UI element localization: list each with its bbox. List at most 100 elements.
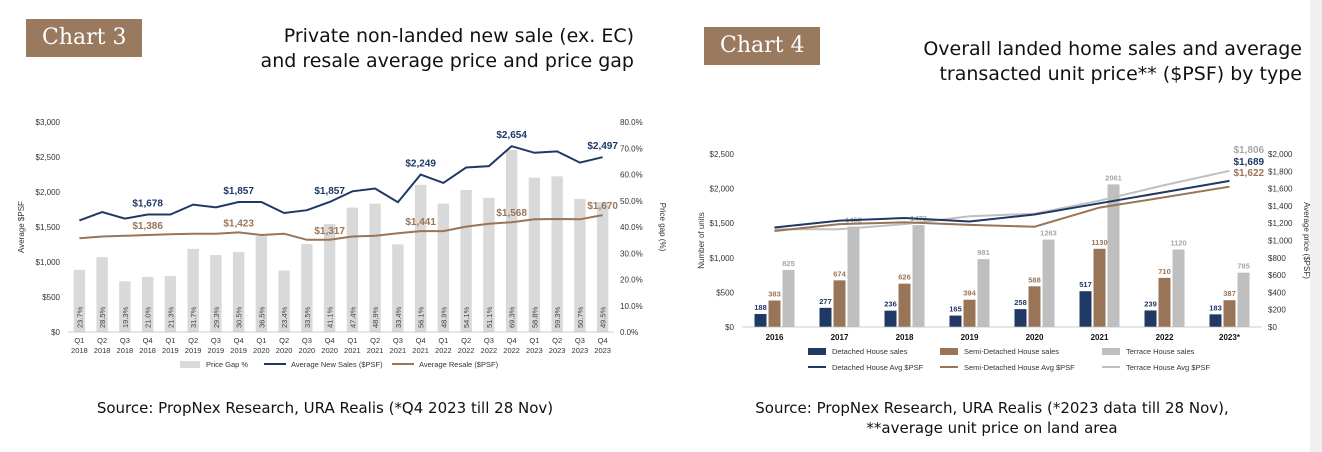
y2-tick-label: 40.0%: [620, 223, 643, 232]
x-tick-label-quarter: Q3: [484, 336, 494, 345]
x-tick-label: 2021: [1091, 333, 1109, 342]
chart-4-source-line-1: Source: PropNex Research, URA Realis (*2…: [755, 399, 1229, 417]
detached-sales-label: 165: [949, 305, 962, 314]
terrace-sales-bar: [1042, 239, 1055, 327]
x-tick-label-year: 2018: [94, 346, 111, 355]
price-gap-label: 28.5%: [98, 306, 107, 328]
price-gap-label: 56.1%: [417, 306, 426, 328]
x-tick-label-year: 2020: [321, 346, 338, 355]
price-gap-bar: [483, 197, 495, 332]
x-tick-label-year: 2023: [549, 346, 566, 355]
chart-4-title-line-1: Overall landed home sales and average: [923, 38, 1302, 60]
semi-detached-sales-label: 588: [1028, 275, 1041, 284]
x-tick-label-year: 2023: [572, 346, 589, 355]
chart-3-title-line-1: Private non-landed new sale (ex. EC): [283, 25, 634, 47]
chart-4-badge: Chart 4: [704, 27, 821, 65]
semi-detached-sales-label: 626: [898, 273, 911, 282]
x-tick-label-quarter: Q1: [74, 336, 84, 345]
y2-tick-label: $800: [1268, 254, 1286, 263]
detached-sales-bar: [1014, 309, 1027, 327]
x-tick-label-year: 2022: [435, 346, 452, 355]
y2-tick-label: 70.0%: [620, 144, 643, 153]
price-gap-bar: [414, 184, 427, 332]
y2-tick-label: $1,000: [1268, 237, 1293, 246]
y-axis-label: Average $PSF: [17, 201, 26, 253]
y2-tick-label: 50.0%: [620, 197, 643, 206]
x-tick-label-year: 2021: [390, 346, 407, 355]
price-gap-bar: [596, 202, 609, 332]
y2-axis-label: Average price ($PSF): [1302, 202, 1311, 279]
y2-tick-label: 60.0%: [620, 171, 643, 180]
detached-sales-label: 188: [754, 303, 767, 312]
y-tick-label: $2,500: [36, 153, 61, 162]
x-tick-label-quarter: Q4: [234, 336, 244, 345]
price-gap-label: 54.1%: [462, 306, 471, 328]
terrace-sales-label: 1120: [1170, 238, 1186, 247]
y-tick-label: $0: [725, 323, 734, 332]
price-gap-bar: [255, 236, 268, 332]
legend-detached-sales-swatch: [808, 348, 826, 355]
y-tick-label: $2,000: [710, 185, 735, 194]
price-gap-bar: [346, 207, 359, 332]
price-gap-bar: [187, 248, 199, 332]
detached-sales-bar: [884, 310, 897, 327]
detached-sales-bar: [754, 313, 767, 327]
chart-3-panel: Chart 3 Private non-landed new sale (ex.…: [0, 0, 667, 452]
semi-detached-sales-label: 394: [963, 289, 976, 298]
price-gap-label: 50.7%: [576, 306, 585, 328]
price-gap-bar: [301, 244, 313, 332]
semi-detached-sales-label: 383: [768, 289, 781, 298]
y-tick-label: $2,000: [36, 188, 61, 197]
price-gap-label: 69.3%: [508, 306, 517, 328]
terrace-sales-bar: [782, 269, 795, 327]
y2-tick-label: 30.0%: [620, 249, 643, 258]
chart-3-source-text: Source: PropNex Research, URA Realis (*Q…: [96, 399, 554, 417]
semi-detached-sales-bar: [1028, 286, 1041, 327]
x-tick-label-year: 2022: [503, 346, 520, 355]
new-sales-value-label: $1,857: [314, 186, 345, 197]
y-tick-label: $1,500: [36, 223, 61, 232]
x-tick-label-quarter: Q3: [120, 336, 130, 345]
legend-terrace-sales-label: Terrace House sales: [1126, 347, 1195, 356]
x-tick-label-quarter: Q3: [575, 336, 585, 345]
price-gap-label: 33.5%: [303, 306, 312, 328]
price-gap-bar: [210, 255, 222, 332]
x-tick-label-quarter: Q1: [256, 336, 266, 345]
x-tick-label-year: 2018: [139, 346, 156, 355]
x-tick-label-year: 2019: [162, 346, 179, 355]
x-tick-label-quarter: Q1: [347, 336, 357, 345]
legend-semi-detached-sales-label: Semi-Detached House sales: [964, 347, 1059, 356]
price-gap-label: 21.0%: [144, 306, 153, 328]
price-gap-label: 49.5%: [599, 306, 608, 328]
detached-sales-bar: [1079, 291, 1092, 327]
x-tick-label-quarter: Q4: [598, 336, 608, 345]
x-tick-label: 2016: [766, 333, 784, 342]
x-tick-label-year: 2022: [458, 346, 475, 355]
price-gap-bar: [96, 257, 108, 332]
legend-resale-label: Average Resale ($PSF): [419, 360, 499, 369]
x-tick-label-year: 2019: [230, 346, 247, 355]
x-tick-label-year: 2019: [208, 346, 225, 355]
y2-tick-label: $1,400: [1268, 202, 1293, 211]
detached-sales-label: 258: [1014, 298, 1027, 307]
avg-psf-end-label: $1,622: [1234, 168, 1265, 179]
price-gap-bar: [141, 276, 154, 332]
x-tick-label-quarter: Q2: [370, 336, 380, 345]
x-tick-label-year: 2022: [481, 346, 498, 355]
y2-tick-label: $1,600: [1268, 185, 1293, 194]
price-gap-label: 36.5%: [257, 306, 266, 328]
semi-detached-sales-bar: [963, 299, 976, 327]
y-tick-label: $500: [42, 293, 60, 302]
y2-tick-label: $1,800: [1268, 167, 1293, 176]
price-gap-bar: [392, 244, 404, 332]
page-edge: [1310, 0, 1322, 452]
price-gap-label: 19.3%: [121, 306, 130, 328]
y2-tick-label: $200: [1268, 306, 1286, 315]
resale-value-label: $1,423: [223, 218, 254, 229]
legend-price-gap-swatch: [180, 361, 200, 368]
legend-terrace-avg-label: Terrace House Avg $PSF: [1126, 363, 1210, 372]
price-gap-label: 21.3%: [166, 306, 175, 328]
price-gap-label: 48.9%: [439, 306, 448, 328]
price-gap-label: 51.1%: [485, 306, 494, 328]
price-gap-bar: [278, 270, 290, 332]
